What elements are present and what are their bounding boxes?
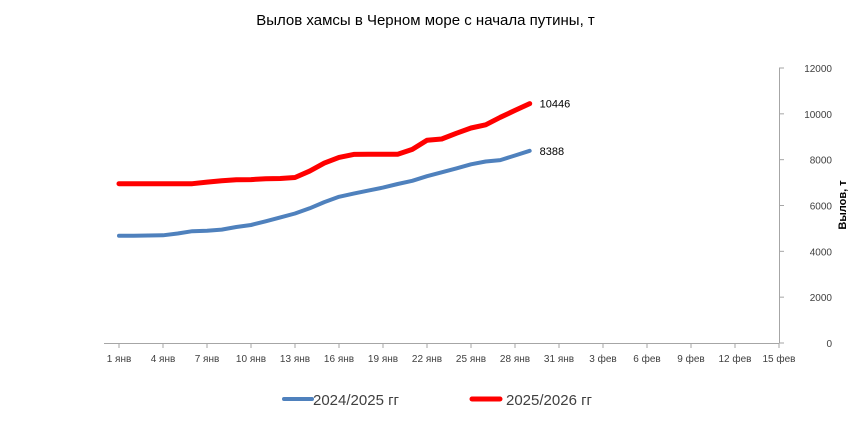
legend-label-2: 2025/2026 гг	[506, 392, 593, 409]
x-tick-label: 1 янв	[107, 354, 132, 365]
x-tick-label: 7 янв	[195, 354, 220, 365]
x-tick-label: 6 фев	[633, 353, 660, 365]
x-tick-label: 16 янв	[324, 354, 354, 365]
series-layer	[116, 101, 533, 238]
y-tick-label: 10000	[804, 110, 832, 121]
y-tick-label: 6000	[810, 202, 833, 213]
labels-layer: 8388 10446	[540, 99, 571, 158]
series-line-2	[116, 101, 533, 187]
x-tick-label: 13 янв	[280, 354, 310, 365]
x-tick-label: 3 фев	[589, 353, 616, 365]
y-tick-label: 8000	[810, 156, 833, 167]
y-tick-label: 4000	[810, 247, 833, 258]
legend: 2024/2025 гг 2025/2026 гг	[282, 392, 593, 409]
y-tick-label: 12000	[804, 64, 832, 75]
data-label-end-2: 10446	[540, 99, 571, 111]
y-axis-title: Вылов, т	[837, 180, 849, 230]
y-tick-label: 2000	[810, 293, 833, 304]
legend-label-1: 2024/2025 гг	[313, 392, 400, 409]
x-tick-label: 28 янв	[500, 354, 530, 365]
data-label-end-1: 8388	[540, 146, 564, 158]
x-tick-label: 25 янв	[456, 354, 486, 365]
y-tick-label: 0	[826, 339, 832, 350]
chart-title: Вылов хамсы в Черном море с начала путин…	[256, 12, 595, 29]
x-tick-label: 15 фев	[762, 353, 795, 365]
x-tick-label: 12 фев	[718, 353, 751, 365]
x-tick-label: 19 янв	[368, 354, 398, 365]
axes-layer: 1 янв 4 янв 7 янв 10 янв 13 янв 16 янв 19 янв 2…	[104, 64, 849, 365]
x-tick-label: 10 янв	[236, 354, 266, 365]
x-tick-label: 4 янв	[151, 354, 176, 365]
x-tick-label: 31 янв	[544, 354, 574, 365]
x-tick-label: 22 янв	[412, 354, 442, 365]
x-tick-label: 9 фев	[677, 353, 704, 365]
series-line-1	[117, 148, 532, 238]
